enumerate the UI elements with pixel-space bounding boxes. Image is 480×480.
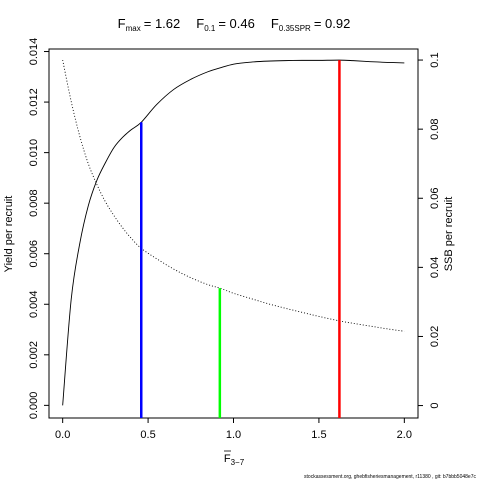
- x-tick-label: 1.5: [311, 429, 326, 441]
- footer-credit: stockassessment.org, ghebfisheriesmanage…: [304, 474, 476, 480]
- y-left-tick-label: 0.010: [28, 139, 40, 167]
- title-fmax-symbol: F: [118, 16, 126, 31]
- title-f01-subscript: 0.1: [204, 24, 216, 33]
- y-axis-right-title: SSB per recruit: [443, 197, 455, 272]
- title-f01-symbol: F: [196, 16, 204, 31]
- y-right-tick-label: 0.1: [429, 52, 441, 67]
- yield-per-recruit-curve: [62, 59, 405, 406]
- x-axis-title-subscript: 3−7: [231, 458, 245, 467]
- x-axis-title: F3−7: [224, 453, 245, 467]
- x-tick-label: 1.0: [226, 429, 241, 441]
- ssb-per-recruit-curve: [62, 59, 405, 332]
- title-f035-symbol: F: [271, 16, 279, 31]
- x-tick-label: 2.0: [397, 429, 412, 441]
- x-tick-label: 0.0: [55, 429, 70, 441]
- y-right-tick-label: 0.04: [429, 257, 441, 278]
- chart-title: Fmax = 1.62 F0.1 = 0.46 F0.35SPR = 0.92: [118, 16, 351, 33]
- y-right-tick-label: 0: [429, 402, 441, 408]
- title-f01-value: = 0.46: [218, 16, 255, 31]
- series-layer: [62, 59, 405, 406]
- y-right-tick-label: 0.06: [429, 188, 441, 209]
- title-f035-value: = 0.92: [314, 16, 351, 31]
- plot-frame: [48, 48, 419, 419]
- y-axis-left-title: Yield per recruit: [3, 196, 15, 273]
- y-left-tick-label: 0.008: [28, 189, 40, 217]
- y-right-tick-label: 0.08: [429, 118, 441, 139]
- y-left-tick-label: 0.012: [28, 88, 40, 116]
- y-left-tick-label: 0.002: [28, 341, 40, 369]
- y-left-tick-label: 0.004: [28, 291, 40, 319]
- reference-lines-layer: [140, 60, 341, 418]
- x-axis-title-symbol: F: [224, 453, 231, 465]
- title-fmax-value: = 1.62: [144, 16, 181, 31]
- y-right-tick-label: 0.02: [429, 326, 441, 347]
- axes-layer: 0.0 0.5 1.0 1.5 2.0 0.000 0.002 0.004 0.006 0.008…: [28, 38, 441, 441]
- y-left-tick-label: 0.014: [28, 38, 40, 66]
- y-left-tick-label: 0.000: [28, 392, 40, 420]
- y-left-tick-label: 0.006: [28, 240, 40, 268]
- x-tick-label: 0.5: [140, 429, 155, 441]
- title-f035-subscript: 0.35SPR: [279, 24, 311, 33]
- title-fmax-subscript: max: [126, 24, 141, 33]
